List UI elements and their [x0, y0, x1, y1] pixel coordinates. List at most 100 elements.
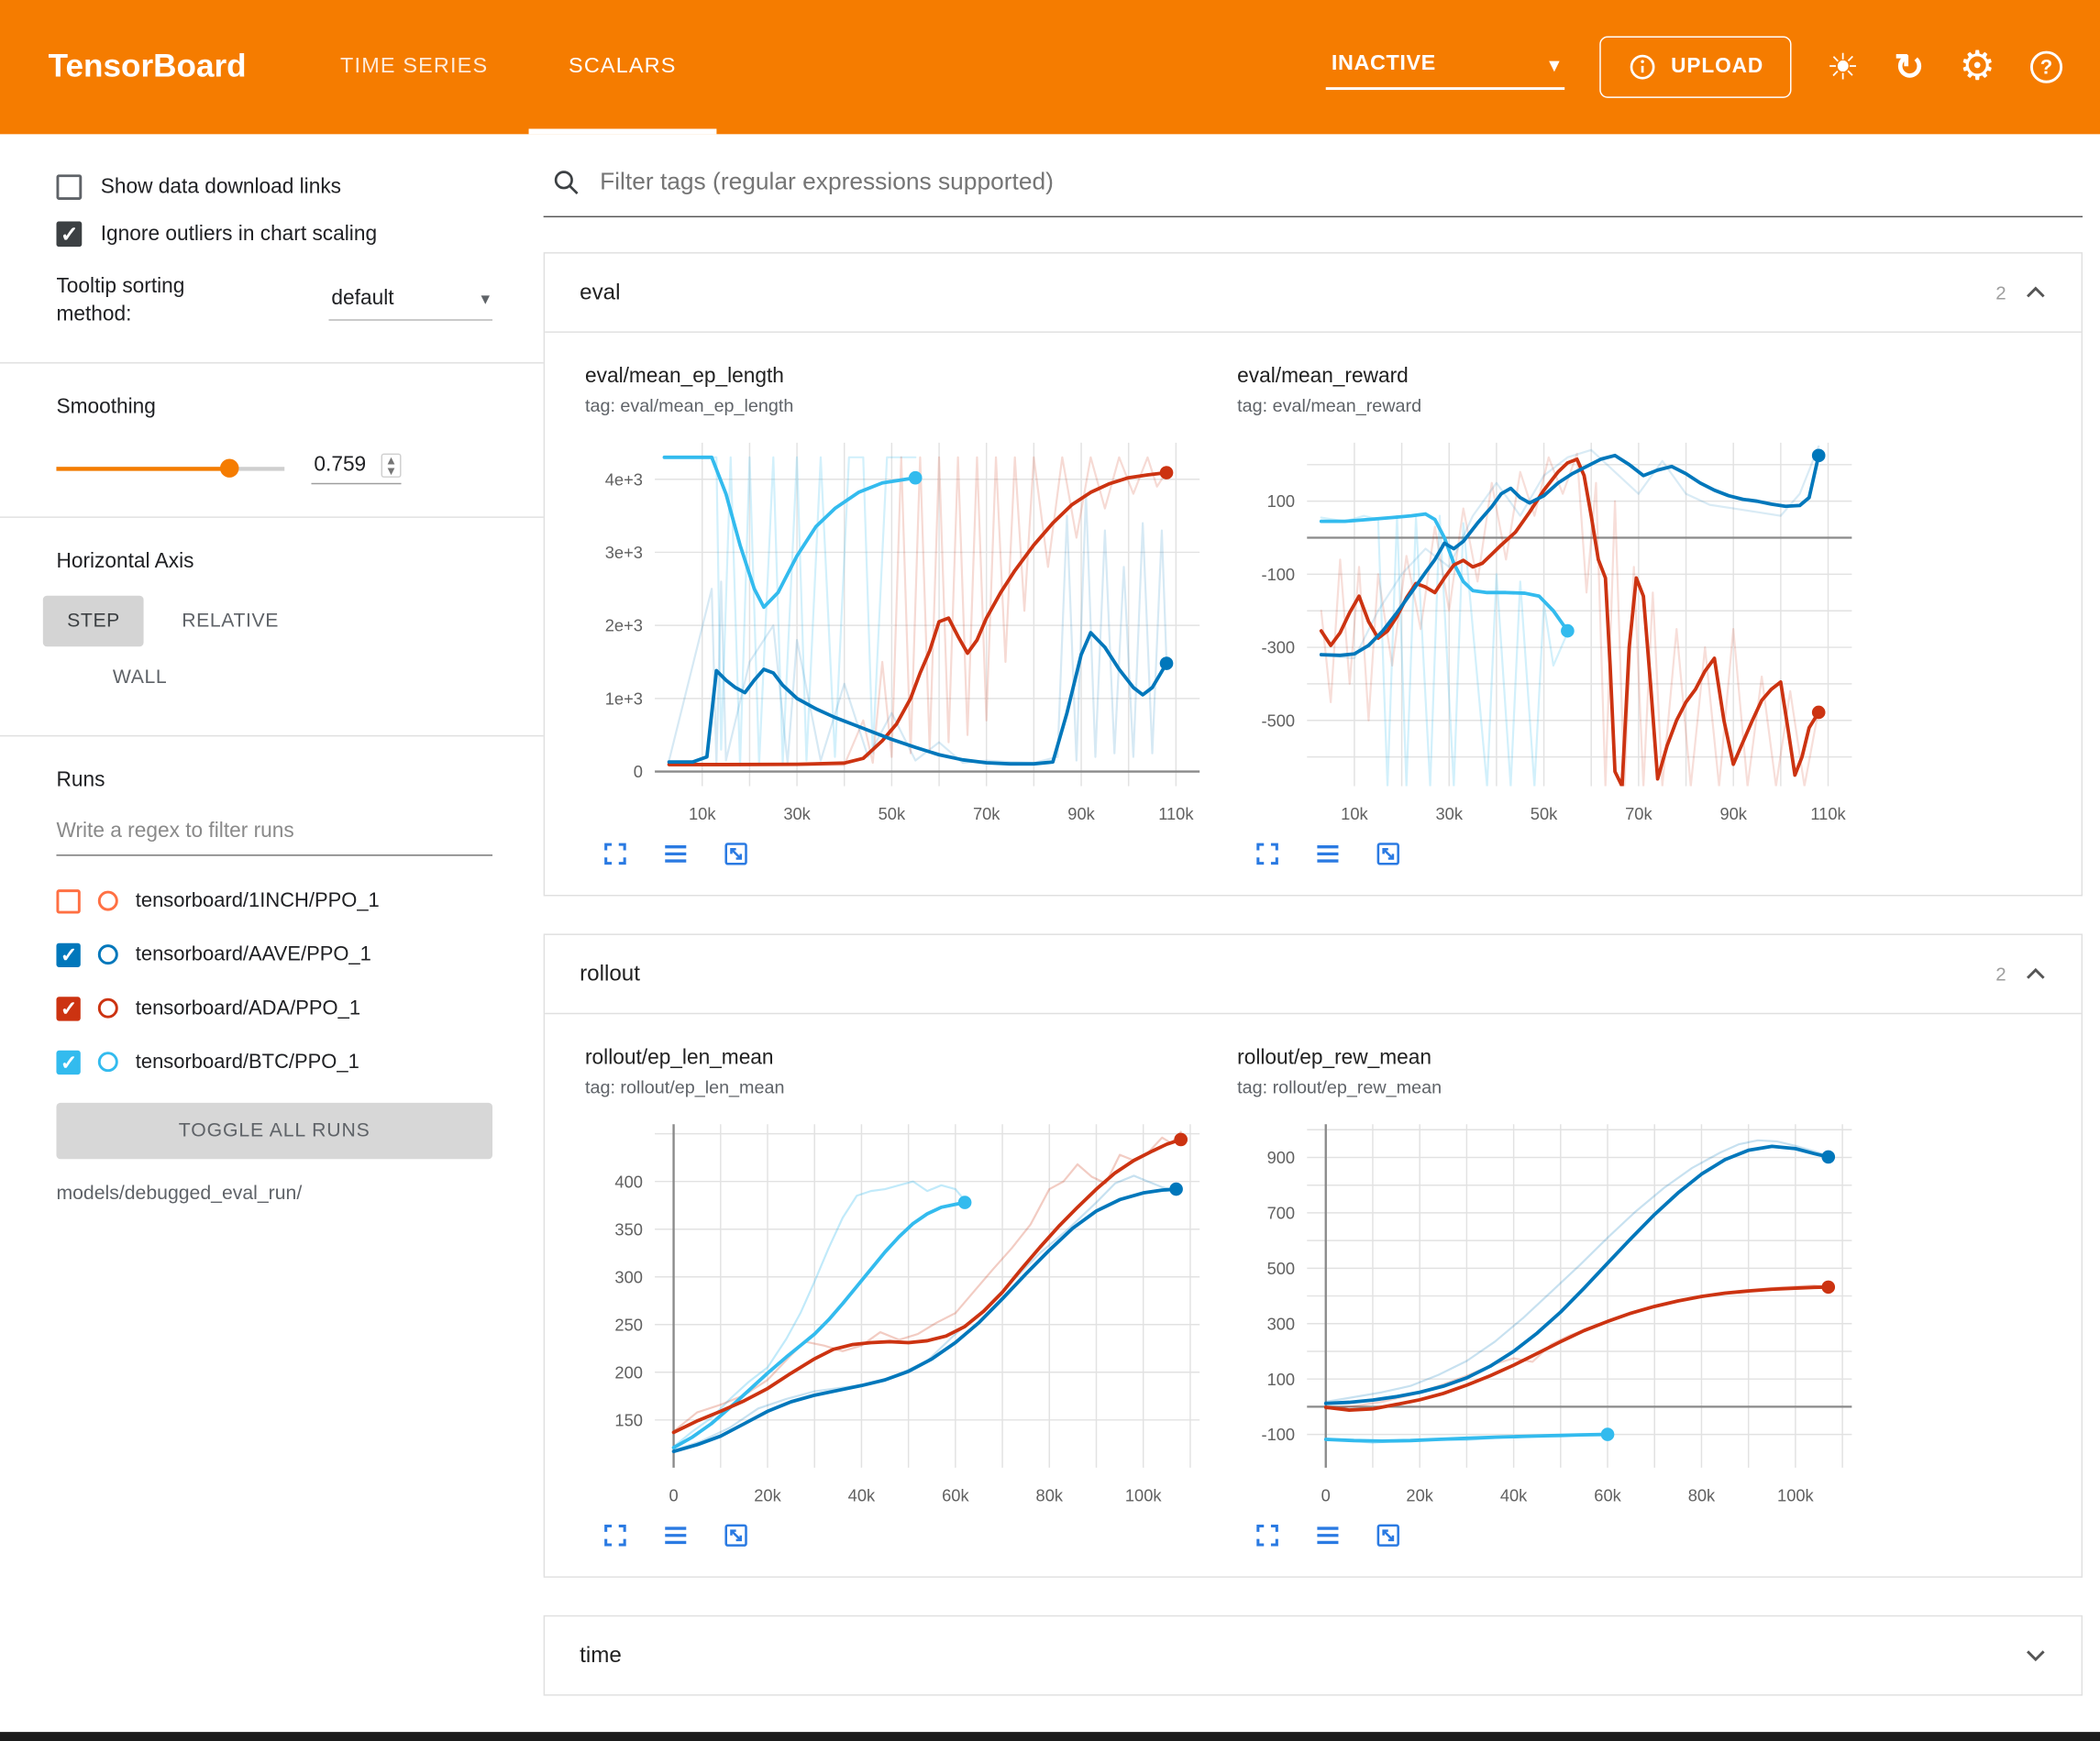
run-checkbox[interactable] — [56, 942, 81, 967]
run-checkbox[interactable] — [56, 1050, 81, 1074]
divider — [0, 361, 544, 364]
app-header: TensorBoard TIME SERIES SCALARS INACTIVE… — [0, 0, 2100, 135]
run-row-1inch[interactable]: tensorboard/1INCH/PPO_1 — [56, 875, 492, 929]
tag-filter[interactable] — [543, 153, 2083, 218]
run-checkbox[interactable] — [56, 888, 81, 914]
settings-gear-icon[interactable]: ⚙ — [1959, 44, 1995, 89]
runs-label: Runs — [56, 768, 105, 792]
brightness-icon[interactable]: ☀ — [1826, 46, 1860, 87]
smoothing-slider-thumb[interactable] — [220, 458, 239, 478]
ignore-outliers-checkbox[interactable] — [56, 221, 83, 248]
line-chart[interactable]: 10k 30k 50k 70k 90k 110k 100 -100 -300 -500 — [1237, 429, 1868, 832]
line-chart[interactable]: 10k 30k 50k 70k 90k 110k 0 1e+3 2e+3 3e+3 4e+3 — [585, 429, 1216, 832]
svg-text:1e+3: 1e+3 — [605, 689, 643, 708]
fullscreen-icon[interactable] — [1254, 840, 1282, 868]
run-checkbox[interactable] — [56, 997, 81, 1021]
chevron-up-icon[interactable] — [2025, 286, 2046, 300]
svg-text:500: 500 — [1267, 1259, 1296, 1278]
fit-domain-icon[interactable] — [1374, 840, 1402, 868]
show-download-links-label: Show data download links — [100, 174, 342, 198]
smoothing-value-input[interactable] — [311, 451, 381, 479]
sync-status-dropdown[interactable]: INACTIVE ▾ — [1326, 44, 1565, 91]
data-table-icon[interactable] — [1314, 840, 1343, 868]
fullscreen-icon[interactable] — [602, 840, 630, 868]
tooltip-sorting-select[interactable]: default ▾ — [328, 282, 493, 322]
fullscreen-icon[interactable] — [602, 1521, 630, 1549]
run-label: tensorboard/1INCH/PPO_1 — [135, 889, 380, 913]
section-eval: eval 2 eval/mean_ep_length tag: eval/mea… — [543, 252, 2083, 897]
toggle-all-runs-button[interactable]: TOGGLE ALL RUNS — [56, 1102, 493, 1160]
svg-text:-100: -100 — [1261, 565, 1295, 584]
fit-domain-icon[interactable] — [722, 840, 750, 868]
chart-title: rollout/ep_len_mean — [584, 1046, 774, 1070]
fit-domain-icon[interactable] — [1374, 1521, 1402, 1549]
smoothing-slider[interactable] — [56, 457, 285, 479]
svg-text:4e+3: 4e+3 — [605, 469, 643, 489]
chart-title: rollout/ep_rew_mean — [1237, 1046, 1431, 1070]
section-count: 2 — [1995, 281, 2006, 303]
fit-domain-icon[interactable] — [722, 1521, 750, 1549]
chart-tag: tag: rollout/ep_len_mean — [584, 1077, 785, 1097]
number-stepper[interactable]: ▲ ▼ — [381, 453, 402, 478]
chart-tag: tag: rollout/ep_rew_mean — [1237, 1077, 1442, 1097]
svg-text:60k: 60k — [1594, 1485, 1621, 1504]
show-download-links-checkbox[interactable] — [56, 174, 83, 201]
section-count: 2 — [1995, 963, 2006, 986]
run-row-btc[interactable]: tensorboard/BTC/PPO_1 — [56, 1035, 492, 1089]
ignore-outliers-row[interactable]: Ignore outliers in chart scaling — [56, 221, 492, 248]
run-row-aave[interactable]: tensorboard/AAVE/PPO_1 — [56, 928, 492, 982]
axis-wall-button[interactable]: WALL — [112, 667, 168, 689]
chevron-down-icon[interactable] — [2025, 1648, 2046, 1662]
svg-text:100k: 100k — [1125, 1485, 1163, 1504]
svg-text:70k: 70k — [973, 804, 1000, 823]
tab-scalars[interactable]: SCALARS — [528, 0, 716, 134]
sync-status-value: INACTIVE — [1331, 52, 1436, 75]
upload-button[interactable]: UPLOAD — [1599, 36, 1792, 98]
runs-filter-input[interactable] — [56, 813, 493, 856]
show-download-links-row[interactable]: Show data download links — [56, 174, 492, 201]
section-rollout-header[interactable]: rollout 2 — [545, 935, 2081, 1013]
section-time-header[interactable]: time — [545, 1616, 2081, 1694]
svg-text:40k: 40k — [1500, 1485, 1528, 1504]
run-row-ada[interactable]: tensorboard/ADA/PPO_1 — [56, 982, 492, 1036]
data-table-icon[interactable] — [1314, 1521, 1343, 1549]
svg-text:110k: 110k — [1810, 804, 1846, 823]
scalars-dashboard: eval 2 eval/mean_ep_length tag: eval/mea… — [543, 134, 2100, 1732]
run-color-swatch — [97, 944, 118, 965]
axis-relative-button[interactable]: RELATIVE — [182, 610, 279, 632]
info-icon — [1630, 54, 1655, 80]
tooltip-sorting-value: default — [331, 287, 394, 311]
section-rollout: rollout 2 rollout/ep_len_mean tag: rollo… — [543, 933, 2083, 1578]
chart-tag: tag: eval/mean_reward — [1237, 395, 1422, 416]
refresh-icon[interactable]: ↻ — [1894, 46, 1925, 87]
tag-filter-input[interactable] — [597, 166, 2078, 198]
svg-text:50k: 50k — [879, 804, 906, 823]
svg-text:-100: -100 — [1261, 1425, 1295, 1444]
svg-text:20k: 20k — [1406, 1485, 1433, 1504]
help-icon[interactable]: ? — [2029, 50, 2063, 83]
data-table-icon[interactable] — [661, 840, 690, 868]
tab-time-series[interactable]: TIME SERIES — [340, 54, 489, 78]
chart-card-ep-rew-mean: rollout/ep_rew_mean tag: rollout/ep_rew_… — [1237, 1046, 1868, 1549]
viewport-bottom-edge — [0, 1732, 2100, 1741]
svg-text:3e+3: 3e+3 — [605, 543, 643, 562]
axis-step-button[interactable]: STEP — [42, 595, 145, 647]
line-chart[interactable]: 0 20k 40k 60k 80k 100k 150 200 250 300 350 400 — [585, 1111, 1216, 1514]
chevron-up-icon[interactable] — [2025, 967, 2046, 981]
svg-text:-500: -500 — [1261, 711, 1295, 730]
svg-text:90k: 90k — [1067, 804, 1095, 823]
svg-text:80k: 80k — [1688, 1485, 1716, 1504]
svg-text:40k: 40k — [848, 1485, 876, 1504]
chevron-down-icon: ▾ — [1549, 52, 1560, 75]
fullscreen-icon[interactable] — [1254, 1521, 1282, 1549]
svg-text:60k: 60k — [942, 1485, 969, 1504]
svg-text:400: 400 — [614, 1172, 643, 1191]
svg-text:70k: 70k — [1625, 804, 1652, 823]
section-eval-header[interactable]: eval 2 — [545, 254, 2081, 332]
line-chart[interactable]: 0 20k 40k 60k 80k 100k -100 100 300 500 700 900 — [1237, 1111, 1868, 1514]
run-color-swatch — [97, 998, 118, 1019]
chart-card-ep-len-mean: rollout/ep_len_mean tag: rollout/ep_len_… — [585, 1046, 1216, 1549]
data-table-icon[interactable] — [661, 1521, 690, 1549]
svg-text:0: 0 — [669, 1485, 678, 1504]
app-title: TensorBoard — [48, 48, 247, 85]
